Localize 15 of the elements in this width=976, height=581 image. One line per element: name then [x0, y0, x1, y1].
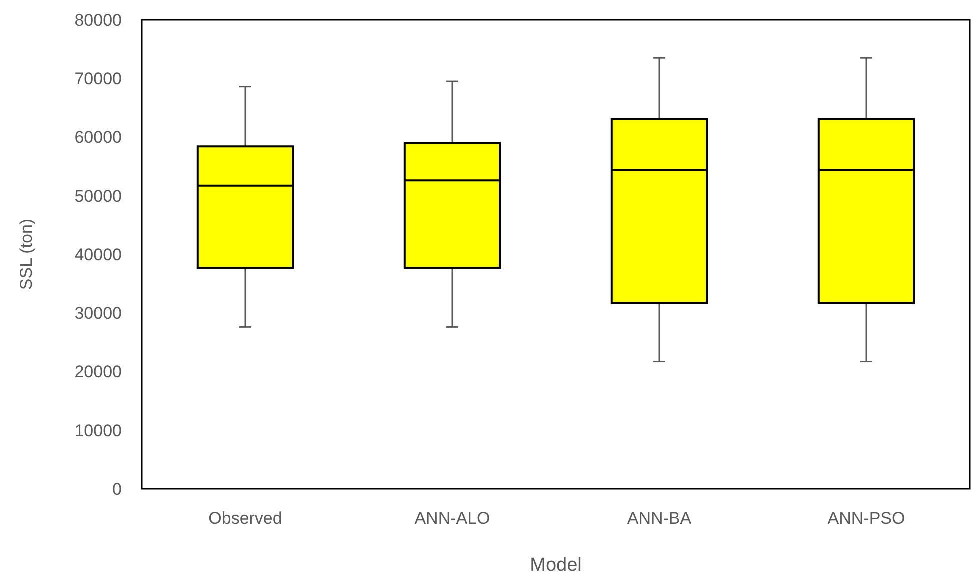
y-tick-label: 30000	[74, 304, 122, 324]
y-tick-label: 80000	[74, 10, 122, 30]
y-tick-label: 50000	[74, 186, 122, 206]
y-axis-title: SSL (ton)	[17, 218, 36, 290]
y-tick-label: 0	[112, 480, 122, 499]
x-tick-label: ANN-PSO	[828, 509, 906, 528]
y-tick-label: 20000	[74, 362, 122, 382]
x-axis-title: Model	[530, 555, 582, 576]
x-tick-label: ANN-BA	[627, 509, 692, 528]
y-tick-label: 10000	[74, 421, 122, 440]
y-tick-label: 70000	[74, 70, 122, 89]
x-tick-label: ANN-ALO	[414, 509, 490, 528]
y-tick-label: 60000	[74, 128, 122, 148]
x-tick-label: Observed	[208, 509, 282, 528]
y-tick-label: 40000	[74, 245, 122, 264]
